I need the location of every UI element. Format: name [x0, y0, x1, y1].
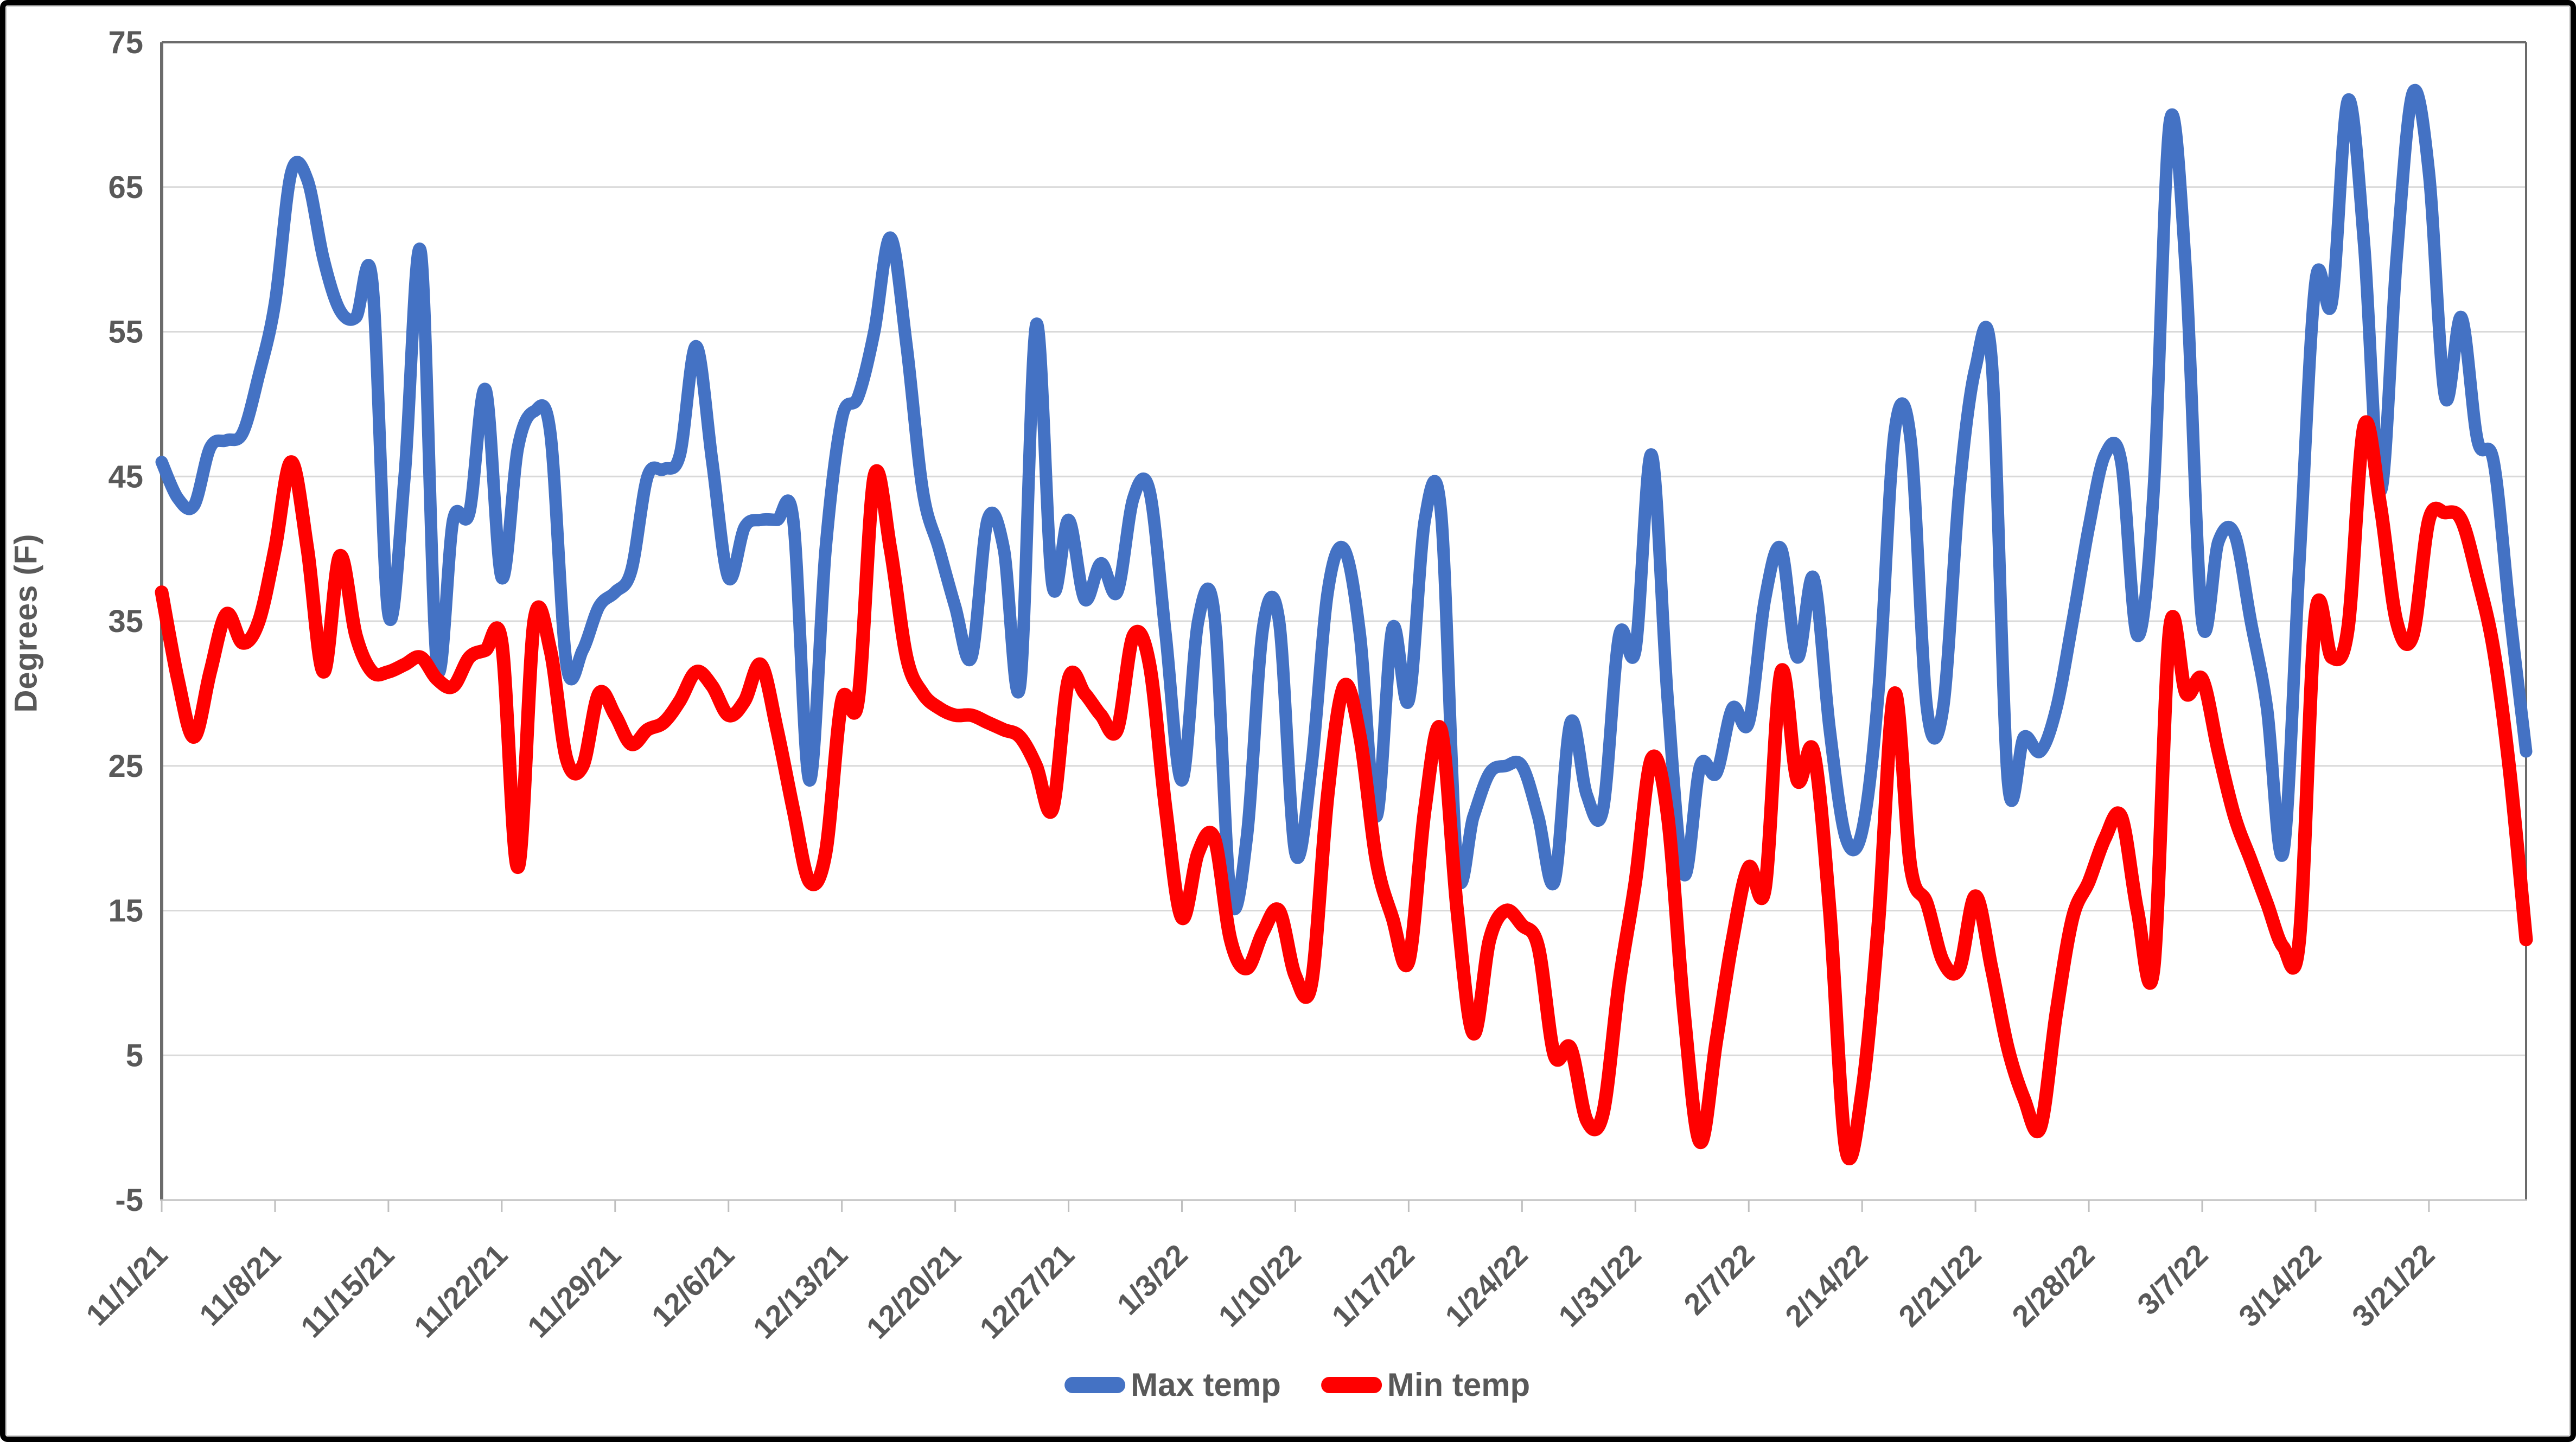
y-axis-title: Degrees (F)	[8, 533, 44, 713]
x-tick-label: 12/27/21	[973, 1237, 1081, 1345]
y-tick-label: -5	[115, 1183, 143, 1218]
x-tick-label: 2/21/22	[1892, 1237, 1988, 1333]
y-tick-label: 35	[108, 604, 143, 639]
x-tick-label: 3/7/22	[2131, 1237, 2215, 1322]
y-tick-label: 5	[126, 1038, 143, 1073]
legend-label-max: Max temp	[1131, 1367, 1281, 1403]
x-tick-label: 3/14/22	[2232, 1237, 2328, 1333]
legend-item-max: Max temp	[1064, 1366, 1281, 1403]
x-tick-label: 1/17/22	[1325, 1237, 1421, 1333]
x-tick-label: 11/15/21	[294, 1237, 401, 1344]
x-tick-label: 11/8/21	[193, 1237, 287, 1332]
x-tick-label: 11/1/21	[79, 1237, 174, 1332]
legend-item-min: Min temp	[1321, 1366, 1530, 1403]
x-tick-label: 11/29/21	[521, 1237, 628, 1344]
y-tick-label: 65	[108, 170, 143, 205]
max-temp-line	[155, 84, 2533, 916]
min-temp-line	[155, 415, 2533, 1165]
x-tick-label: 1/31/22	[1552, 1237, 1648, 1333]
x-tick-label: 12/6/21	[645, 1237, 741, 1333]
y-tick-label: 15	[108, 894, 143, 929]
x-tick-label: 12/13/21	[746, 1237, 854, 1345]
y-tick-label: 75	[108, 25, 143, 60]
x-tick-label: 2/28/22	[2005, 1237, 2101, 1333]
x-tick-label: 11/22/21	[407, 1237, 514, 1344]
y-tick-label: 25	[108, 749, 143, 784]
x-tick-label: 12/20/21	[859, 1237, 967, 1345]
legend-label-min: Min temp	[1387, 1367, 1531, 1403]
x-tick-label: 1/24/22	[1438, 1237, 1534, 1333]
max-temp-swatch	[1064, 1376, 1126, 1393]
plot-canvas: 11/1/21 11/8/21 11/15/21 11/22/21 11/29/21 12…	[79, 25, 2533, 1345]
x-tick-label: 1/3/22	[1110, 1237, 1194, 1322]
x-tick-label: 1/10/22	[1212, 1237, 1308, 1333]
x-tick-label: 2/14/22	[1778, 1237, 1874, 1333]
y-tick-label: 45	[108, 459, 143, 494]
min-temp-swatch	[1321, 1376, 1382, 1393]
y-tick-label: 55	[108, 315, 143, 350]
x-tick-label: 3/21/22	[2345, 1237, 2441, 1333]
legend: Max temp Min temp	[1064, 1366, 1530, 1403]
x-tick-label: 2/7/22	[1677, 1237, 1761, 1322]
